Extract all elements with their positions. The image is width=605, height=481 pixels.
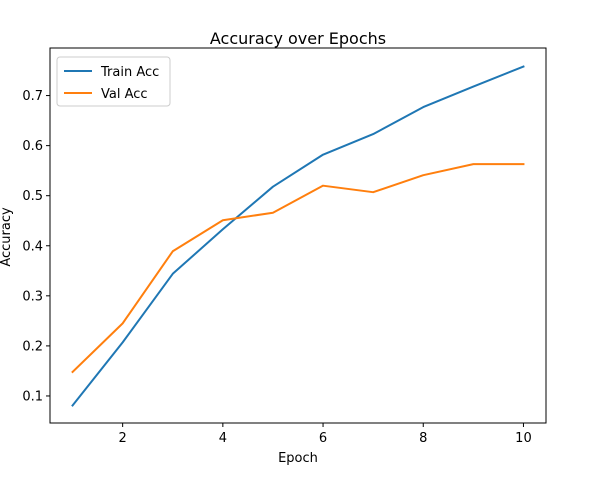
y-tick-label: 0.2 (22, 339, 43, 354)
y-axis-label: Accuracy (0, 207, 14, 267)
x-axis-label: Epoch (278, 451, 318, 466)
x-tick-label: 2 (119, 431, 127, 446)
series-line-1 (71, 65, 525, 407)
axes-frame (49, 47, 547, 424)
x-tick-label: 4 (219, 431, 227, 446)
plot-area: 2 4 6 8 10 0.1 0.2 0.3 0.4 0.5 0.6 0.7 (22, 47, 547, 446)
series-line-2 (71, 163, 525, 374)
legend: Train Acc Val Acc (56, 56, 171, 107)
y-tick-label: 0.4 (22, 239, 43, 254)
x-tick-label: 6 (319, 431, 327, 446)
y-tick-label: 0.3 (22, 289, 43, 304)
x-tick-label: 10 (515, 431, 532, 446)
legend-label-2: Val Acc (101, 87, 148, 102)
chart-title: Accuracy over Epochs (210, 29, 386, 48)
legend-label-1: Train Acc (100, 65, 159, 80)
y-tick-label: 0.1 (22, 389, 43, 404)
x-tick-label: 8 (419, 431, 427, 446)
y-tick-label: 0.7 (22, 89, 43, 104)
y-tick-label: 0.6 (22, 139, 43, 154)
y-tick-label: 0.5 (22, 189, 43, 204)
